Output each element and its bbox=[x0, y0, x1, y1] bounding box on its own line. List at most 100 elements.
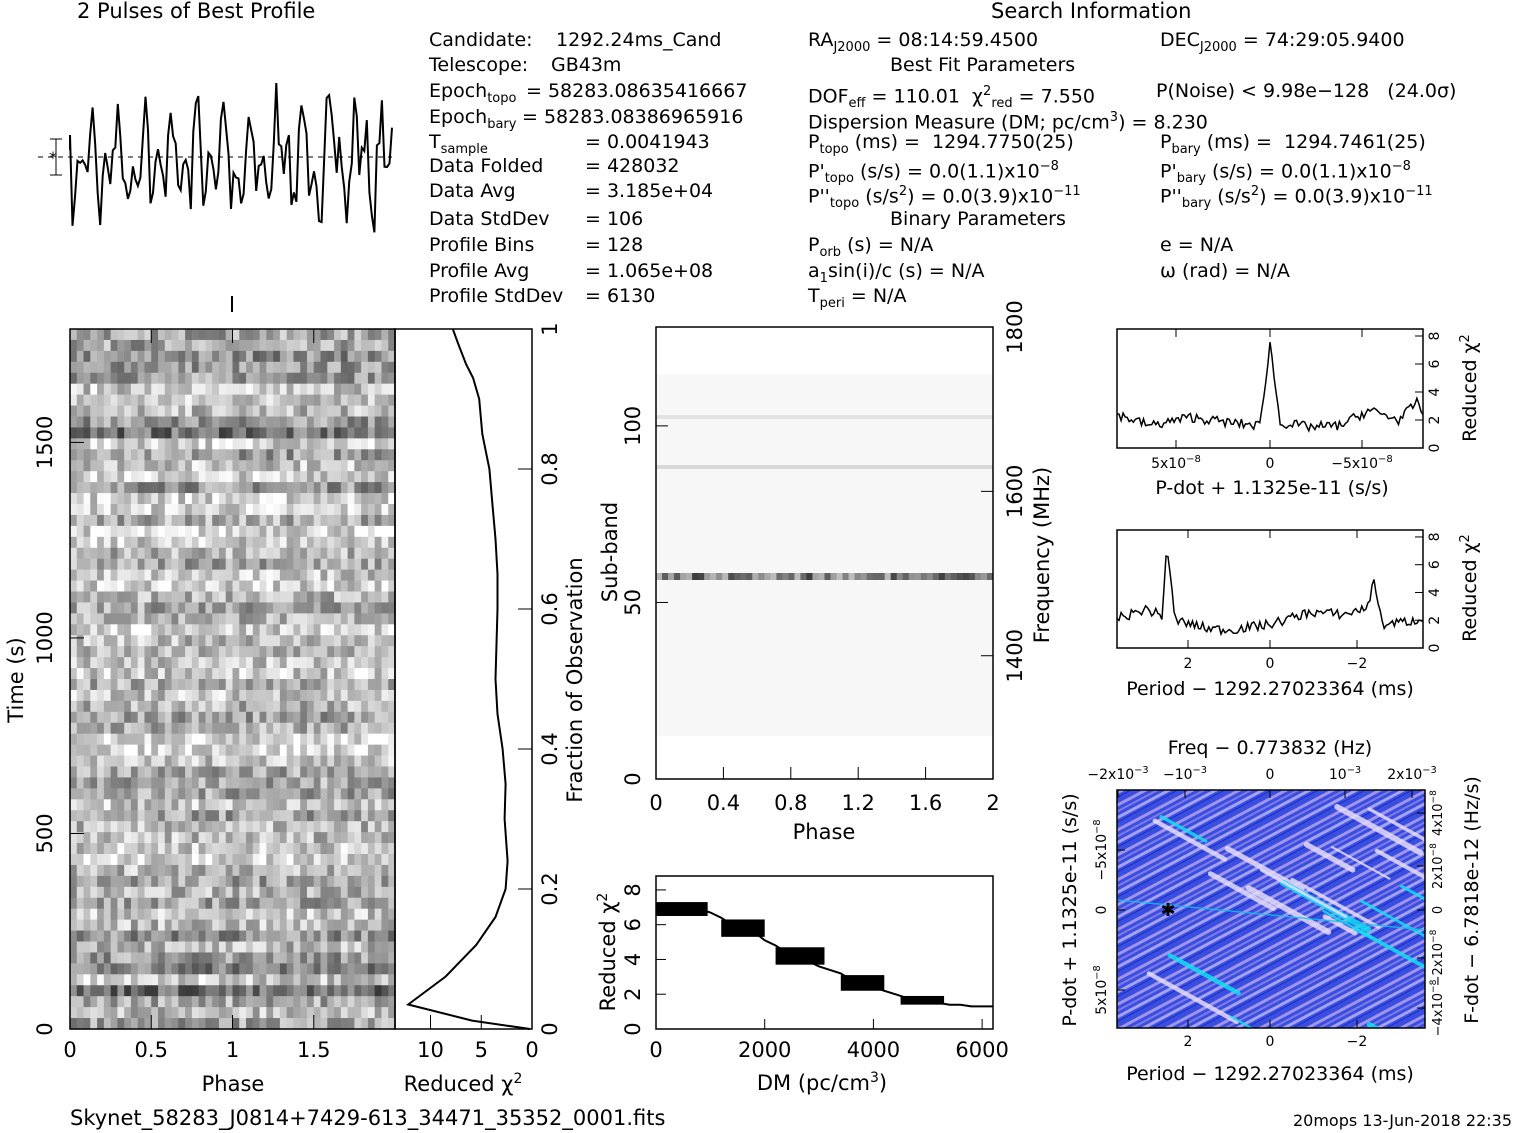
dm-frame bbox=[655, 875, 994, 1030]
time-phase-cell bbox=[252, 405, 261, 418]
time-phase-cell bbox=[306, 405, 315, 418]
time-phase-cell bbox=[388, 722, 396, 735]
time-phase-cell bbox=[130, 569, 139, 582]
time-phase-cell bbox=[124, 569, 132, 582]
time-phase-cell bbox=[306, 525, 315, 538]
time-phase-cell bbox=[83, 339, 91, 352]
time-phase-cell bbox=[205, 624, 213, 636]
time-phase-cell bbox=[354, 963, 362, 975]
time-phase-cell bbox=[151, 755, 159, 768]
time-phase-cell bbox=[130, 766, 139, 779]
time-phase-cell bbox=[76, 569, 85, 582]
time-phase-cell bbox=[178, 613, 186, 625]
time-phase-cell bbox=[381, 405, 389, 418]
time-phase-cell bbox=[232, 569, 240, 582]
time-phase-cell bbox=[144, 624, 152, 636]
time-phase-cell bbox=[259, 799, 267, 811]
time-phase-cell bbox=[246, 733, 254, 746]
time-phase-cell bbox=[178, 525, 186, 538]
time-phase-cell bbox=[205, 613, 213, 625]
time-phase-cell bbox=[83, 985, 91, 997]
time-phase-cell bbox=[367, 547, 376, 560]
time-phase-cell bbox=[130, 875, 139, 888]
time-phase-cell bbox=[164, 996, 173, 1008]
time-phase-cell bbox=[124, 383, 132, 396]
time-phase-cell bbox=[300, 875, 308, 888]
subband-hot-cell bbox=[668, 573, 675, 580]
subband-band-88 bbox=[656, 465, 993, 469]
time-phase-cell bbox=[320, 700, 328, 713]
time-phase-cell bbox=[286, 339, 295, 352]
time-phase-cell bbox=[225, 646, 234, 658]
time-phase-cell bbox=[266, 504, 274, 516]
time-phase-cell bbox=[198, 897, 207, 910]
time-phase-cell bbox=[151, 689, 159, 702]
time-phase-cell bbox=[367, 722, 376, 735]
time-phase-cell bbox=[218, 996, 227, 1008]
time-phase-cell bbox=[286, 843, 295, 855]
time-phase-cell bbox=[279, 700, 288, 713]
time-phase-cell bbox=[361, 591, 369, 604]
time-phase-cell bbox=[388, 339, 396, 352]
time-phase-cell bbox=[164, 799, 173, 811]
time-phase-cell bbox=[374, 657, 383, 669]
time-phase-cell bbox=[191, 558, 200, 571]
time-phase-cell bbox=[388, 471, 396, 483]
time-phase-cell bbox=[239, 514, 247, 527]
time-phase-cell bbox=[340, 744, 349, 757]
time-phase-cell bbox=[198, 569, 207, 582]
time-phase-cell bbox=[293, 657, 301, 669]
time-phase-cell bbox=[144, 504, 152, 516]
time-phase-cell bbox=[178, 1007, 186, 1019]
time-phase-cell bbox=[225, 875, 234, 888]
time-phase-cell bbox=[367, 536, 376, 549]
time-phase-cell bbox=[178, 504, 186, 516]
time-phase-cell bbox=[97, 591, 105, 604]
time-phase-cell bbox=[273, 394, 281, 407]
time-phase-cell bbox=[388, 383, 396, 396]
time-phase-cell bbox=[151, 854, 159, 866]
time-phase-cell bbox=[286, 700, 295, 713]
time-phase-cell bbox=[225, 471, 234, 483]
time-phase-cell bbox=[212, 514, 220, 527]
time-phase-cell bbox=[158, 646, 166, 658]
time-phase-cell bbox=[70, 416, 78, 429]
time-phase-cell bbox=[76, 449, 85, 461]
time-phase-cell bbox=[83, 329, 91, 341]
time-phase-cell bbox=[239, 383, 247, 396]
time-phase-cell bbox=[374, 777, 383, 789]
search-title: Search Information bbox=[991, 0, 1192, 23]
time-phase-cell bbox=[151, 646, 159, 658]
time-phase-cell bbox=[191, 832, 200, 844]
time-phase-cell bbox=[205, 755, 213, 768]
time-phase-cell bbox=[279, 624, 288, 636]
time-phase-cell bbox=[381, 766, 389, 779]
time-phase-xtick-label: 0.5 bbox=[135, 1038, 168, 1062]
time-phase-cell bbox=[232, 416, 240, 429]
time-phase-cell bbox=[76, 744, 85, 757]
time-phase-cell bbox=[279, 744, 288, 757]
time-phase-cell bbox=[354, 624, 362, 636]
subband-hot-cell bbox=[854, 573, 862, 580]
time-phase-cell bbox=[124, 372, 132, 385]
time-phase-cell bbox=[178, 897, 186, 910]
footer-filename: Skynet_58283_J0814+7429-613_34471_35352_… bbox=[70, 1106, 665, 1131]
time-phase-cell bbox=[347, 547, 355, 560]
time-phase-cell bbox=[212, 941, 220, 954]
time-phase-cell bbox=[90, 788, 98, 800]
time-phase-cell bbox=[97, 941, 105, 954]
time-phase-cell bbox=[381, 897, 389, 910]
time-phase-cell bbox=[246, 482, 254, 494]
time-phase-cell bbox=[110, 963, 118, 975]
subband-hot-cell bbox=[710, 573, 717, 580]
time-phase-cell bbox=[103, 394, 112, 407]
time-phase-cell bbox=[388, 668, 396, 680]
time-phase-cell bbox=[117, 897, 125, 910]
time-phase-cell bbox=[388, 952, 396, 964]
time-phase-cell bbox=[252, 525, 261, 538]
time-phase-cell bbox=[117, 788, 125, 800]
time-phase-cell bbox=[388, 689, 396, 702]
time-phase-cell bbox=[144, 886, 152, 899]
time-phase-cell bbox=[313, 799, 322, 811]
